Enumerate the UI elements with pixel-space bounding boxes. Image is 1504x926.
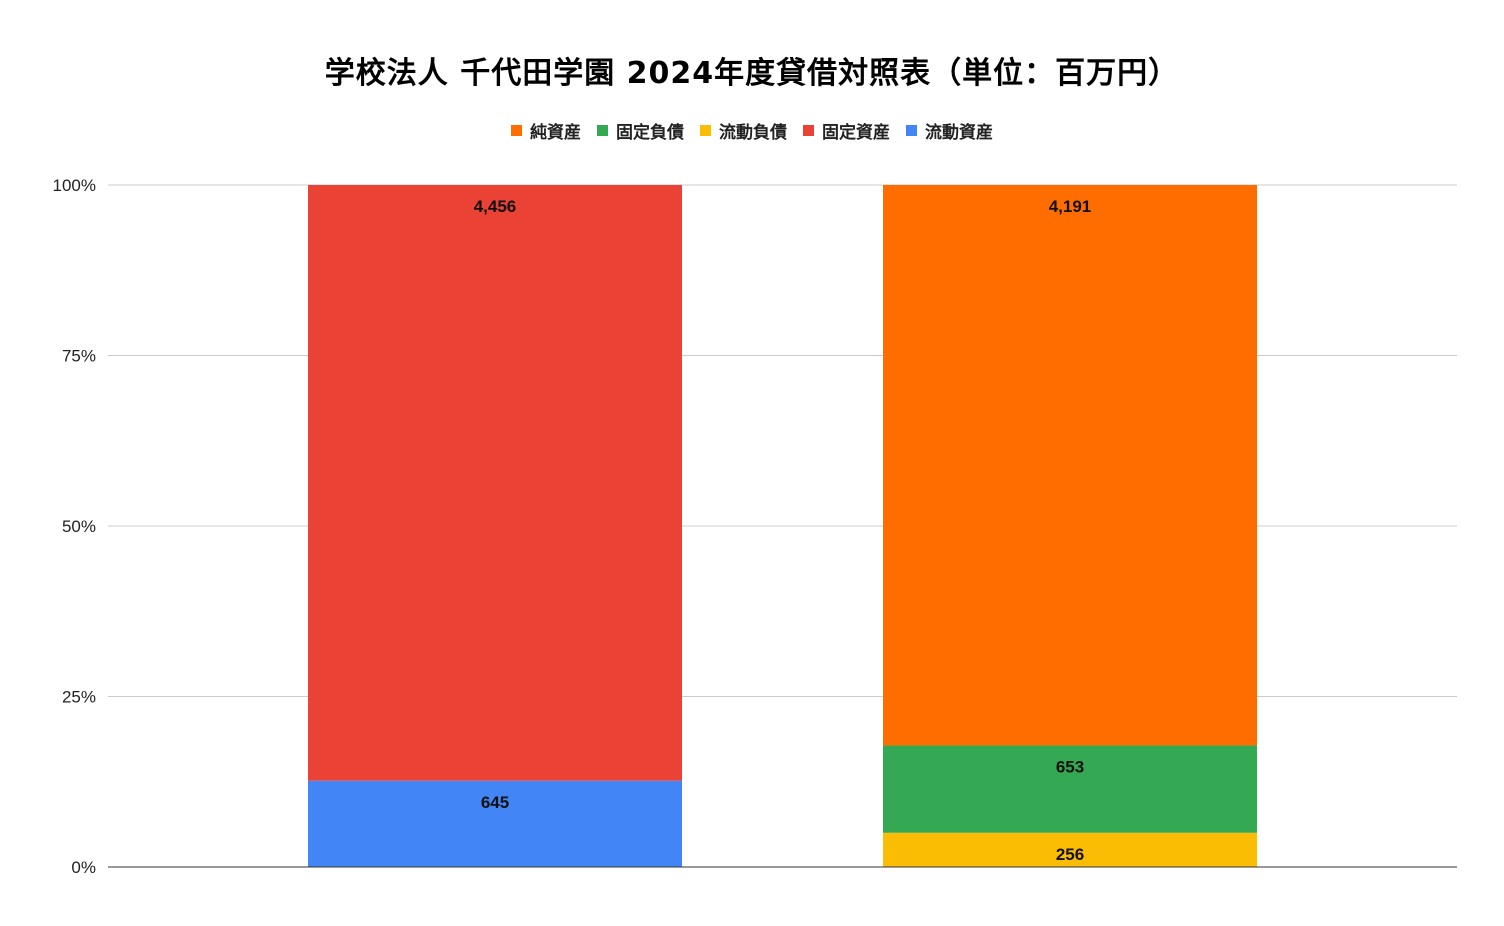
legend-item: 純資産 [511, 118, 581, 143]
legend-swatch [597, 125, 608, 136]
legend-label: 固定資産 [822, 123, 890, 143]
y-tick-label: 25% [62, 688, 96, 707]
legend-item: 固定資産 [803, 118, 890, 143]
legend-item: 流動資産 [906, 118, 993, 143]
bar-segment [308, 185, 682, 781]
y-tick-label: 0% [71, 858, 96, 877]
bar-segment [883, 745, 1257, 833]
data-label: 645 [481, 793, 509, 812]
legend-label: 流動負債 [719, 123, 787, 143]
legend-item: 流動負債 [700, 118, 787, 143]
legend-label: 固定負債 [616, 123, 684, 143]
bar-segment [883, 832, 1257, 867]
bar-segment [308, 780, 682, 867]
chart-title: 学校法人 千代田学園 2024年度貸借対照表（単位：百万円） [324, 56, 1180, 91]
bar-segment [883, 185, 1257, 746]
y-tick-label: 75% [62, 347, 96, 366]
legend-swatch [511, 125, 522, 136]
data-label: 653 [1056, 757, 1084, 776]
legend-swatch [803, 125, 814, 136]
y-tick-label: 100% [53, 176, 96, 195]
data-label: 4,191 [1049, 197, 1092, 216]
legend: 純資産 固定負債 流動負債 固定資産 流動資産 [0, 118, 1504, 143]
legend-item: 固定負債 [597, 118, 684, 143]
y-tick-label: 50% [62, 517, 96, 536]
data-label: 256 [1056, 845, 1084, 864]
legend-swatch [700, 125, 711, 136]
legend-label: 流動資産 [925, 123, 993, 143]
legend-swatch [906, 125, 917, 136]
data-label: 4,456 [474, 197, 517, 216]
legend-label: 純資産 [530, 123, 581, 143]
